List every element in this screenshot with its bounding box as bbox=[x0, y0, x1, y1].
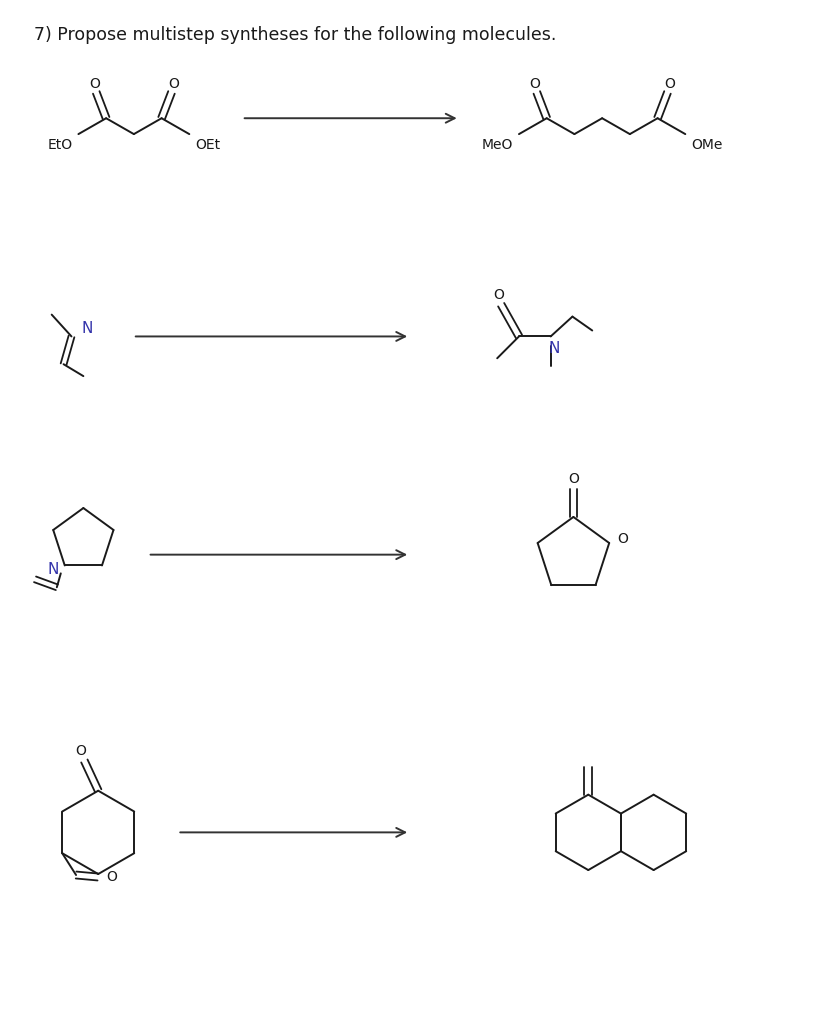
Text: O: O bbox=[168, 77, 179, 90]
Text: N: N bbox=[549, 341, 560, 356]
Text: O: O bbox=[529, 77, 540, 90]
Text: O: O bbox=[493, 288, 504, 302]
Text: OMe: OMe bbox=[691, 138, 722, 153]
Text: N: N bbox=[48, 562, 58, 577]
Text: O: O bbox=[75, 744, 86, 758]
Text: EtO: EtO bbox=[48, 138, 73, 153]
Text: O: O bbox=[618, 532, 629, 546]
Text: MeO: MeO bbox=[482, 138, 513, 153]
Text: O: O bbox=[664, 77, 675, 90]
Text: O: O bbox=[89, 77, 99, 90]
Text: O: O bbox=[568, 472, 579, 486]
Text: OEt: OEt bbox=[195, 138, 220, 153]
Text: O: O bbox=[106, 870, 117, 884]
Text: 7) Propose multistep syntheses for the following molecules.: 7) Propose multistep syntheses for the f… bbox=[34, 26, 556, 44]
Text: N: N bbox=[81, 321, 93, 336]
